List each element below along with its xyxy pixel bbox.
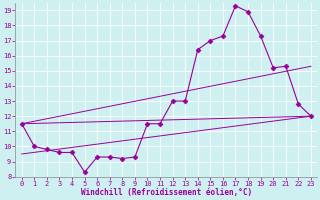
X-axis label: Windchill (Refroidissement éolien,°C): Windchill (Refroidissement éolien,°C) — [81, 188, 252, 197]
